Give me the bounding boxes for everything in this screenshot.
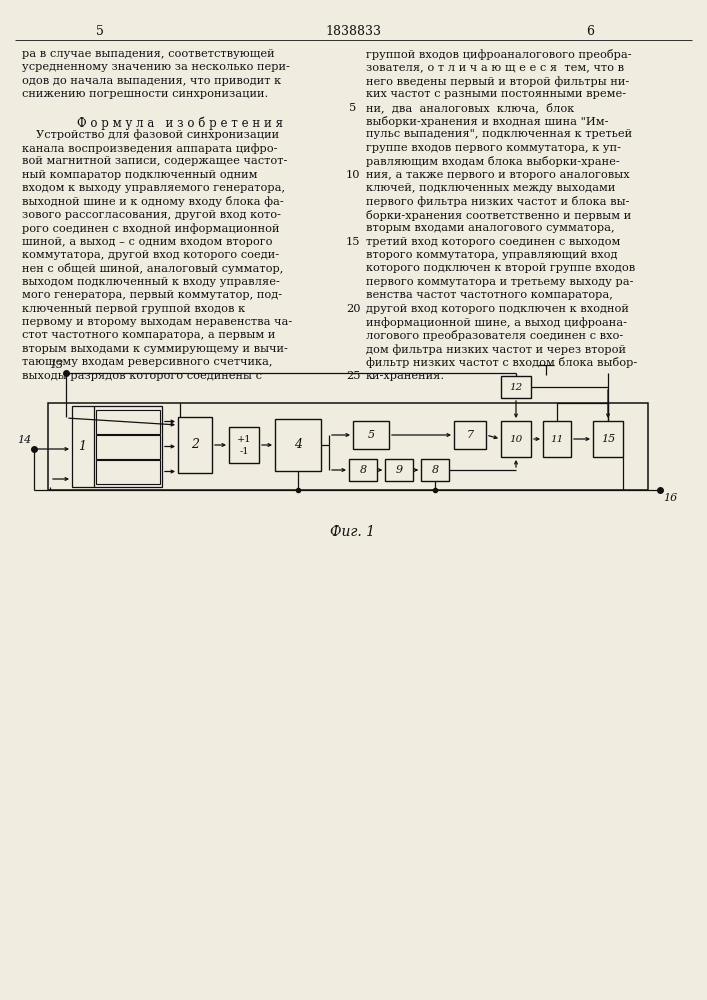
Text: первого коммутатора и третьему выходу ра-: первого коммутатора и третьему выходу ра… [366, 277, 633, 287]
Text: ключенный первой группой входов к: ключенный первой группой входов к [22, 304, 245, 314]
Text: +1: +1 [237, 436, 251, 444]
Bar [501, 376, 531, 398]
Text: 1838833: 1838833 [325, 25, 381, 38]
Text: венства частот частотного компаратора,: венства частот частотного компаратора, [366, 290, 613, 300]
Text: группой входов цифроаналогового преобра-: группой входов цифроаналогового преобра- [366, 49, 631, 60]
Text: ки-хранения.: ки-хранения. [366, 371, 445, 381]
Text: информационной шине, а выход цифроана-: информационной шине, а выход цифроана- [366, 317, 627, 328]
Bar [96, 460, 160, 484]
Text: входом к выходу управляемого генератора,: входом к выходу управляемого генератора, [22, 183, 285, 193]
Text: 10: 10 [509, 434, 522, 444]
Text: зователя, о т л и ч а ю щ е е с я  тем, что в: зователя, о т л и ч а ю щ е е с я тем, ч… [366, 62, 624, 72]
Text: 14: 14 [17, 435, 31, 445]
Text: ния, а также первого и второго аналоговых: ния, а также первого и второго аналоговы… [366, 170, 630, 180]
Text: 16: 16 [663, 493, 677, 503]
Bar [454, 421, 486, 449]
Text: 8: 8 [359, 465, 366, 475]
Text: 11: 11 [550, 434, 563, 444]
Text: вторым выходами к суммирующему и вычи-: вторым выходами к суммирующему и вычи- [22, 344, 288, 354]
Text: другой вход которого подключен к входной: другой вход которого подключен к входной [366, 304, 629, 314]
Text: 5: 5 [349, 103, 356, 113]
Text: мого генератора, первый коммутатор, под-: мого генератора, первый коммутатор, под- [22, 290, 282, 300]
Text: Фиг. 1: Фиг. 1 [330, 525, 375, 539]
Bar [178, 417, 212, 473]
Text: 12: 12 [509, 382, 522, 391]
Bar [48, 403, 648, 490]
Text: ни,  два  аналоговых  ключа,  блок: ни, два аналоговых ключа, блок [366, 103, 574, 113]
Text: которого подключен к второй группе входов: которого подключен к второй группе входо… [366, 263, 636, 273]
Text: 8: 8 [431, 465, 438, 475]
Text: ких частот с разными постоянными време-: ких частот с разными постоянными време- [366, 89, 626, 99]
Text: -1: -1 [239, 446, 249, 456]
Bar [275, 419, 321, 471]
Text: 15: 15 [346, 237, 361, 247]
Text: дом фильтра низких частот и через второй: дом фильтра низких частот и через второй [366, 344, 626, 355]
Text: зового рассогласования, другой вход кото-: зового рассогласования, другой вход кото… [22, 210, 281, 220]
Bar [229, 427, 259, 463]
Text: второго коммутатора, управляющий вход: второго коммутатора, управляющий вход [366, 250, 617, 260]
Text: 5: 5 [96, 25, 104, 38]
Text: 7: 7 [467, 430, 474, 440]
Text: Устройство для фазовой синхронизации: Устройство для фазовой синхронизации [36, 129, 279, 140]
Text: стот частотного компаратора, а первым и: стот частотного компаратора, а первым и [22, 330, 275, 340]
Text: 4: 4 [294, 438, 302, 452]
Text: Ф о р м у л а   и з о б р е т е н и я: Ф о р м у л а и з о б р е т е н и я [77, 116, 283, 129]
Text: первому и второму выходам неравенства ча-: первому и второму выходам неравенства ча… [22, 317, 292, 327]
Text: одов до начала выпадения, что приводит к: одов до начала выпадения, что приводит к [22, 76, 281, 86]
Text: логового преобразователя соединен с вхо-: логового преобразователя соединен с вхо- [366, 330, 624, 341]
Bar [421, 459, 449, 481]
Text: выходной шине и к одному входу блока фа-: выходной шине и к одному входу блока фа- [22, 196, 284, 207]
Text: ключей, подключенных между выходами: ключей, подключенных между выходами [366, 183, 615, 193]
Text: равляющим входам блока выборки-хране-: равляющим входам блока выборки-хране- [366, 156, 620, 167]
Text: третий вход которого соединен с выходом: третий вход которого соединен с выходом [366, 237, 620, 247]
Text: нен с общей шиной, аналоговый сумматор,: нен с общей шиной, аналоговый сумматор, [22, 263, 284, 274]
Text: выходы разрядов которого соединены с: выходы разрядов которого соединены с [22, 371, 262, 381]
Text: группе входов первого коммутатора, к уп-: группе входов первого коммутатора, к уп- [366, 143, 621, 153]
Text: 10: 10 [346, 170, 361, 180]
Text: 20: 20 [346, 304, 361, 314]
Text: 2: 2 [191, 438, 199, 452]
Bar [501, 421, 531, 457]
Bar [593, 421, 623, 457]
Text: него введены первый и второй фильтры ни-: него введены первый и второй фильтры ни- [366, 76, 629, 87]
Text: выборки-хранения и входная шина "Им-: выборки-хранения и входная шина "Им- [366, 116, 609, 127]
Text: снижению погрешности синхронизации.: снижению погрешности синхронизации. [22, 89, 268, 99]
Text: тающему входам реверсивного счетчика,: тающему входам реверсивного счетчика, [22, 357, 272, 367]
Text: шиной, а выход – с одним входом второго: шиной, а выход – с одним входом второго [22, 237, 272, 247]
Text: 6: 6 [586, 25, 594, 38]
Text: фильтр низких частот с входом блока выбор-: фильтр низких частот с входом блока выбо… [366, 357, 637, 368]
Text: рого соединен с входной информационной: рого соединен с входной информационной [22, 223, 279, 234]
Text: 9: 9 [395, 465, 402, 475]
Bar [72, 406, 162, 487]
Text: канала воспроизведения аппарата цифро-: канала воспроизведения аппарата цифро- [22, 143, 278, 154]
Text: 5: 5 [368, 430, 375, 440]
Bar [543, 421, 571, 457]
Text: 25: 25 [346, 371, 361, 381]
Text: вторым входами аналогового сумматора,: вторым входами аналогового сумматора, [366, 223, 614, 233]
Text: первого фильтра низких частот и блока вы-: первого фильтра низких частот и блока вы… [366, 196, 629, 207]
Text: вой магнитной записи, содержащее частот-: вой магнитной записи, содержащее частот- [22, 156, 287, 166]
Bar [96, 435, 160, 459]
Text: ра в случае выпадения, соответствующей: ра в случае выпадения, соответствующей [22, 49, 274, 59]
Text: усредненному значению за несколько пери-: усредненному значению за несколько пери- [22, 62, 290, 72]
Text: выходом подключенный к входу управляе-: выходом подключенный к входу управляе- [22, 277, 280, 287]
Text: борки-хранения соответственно и первым и: борки-хранения соответственно и первым и [366, 210, 631, 221]
Bar [353, 421, 389, 449]
Bar [96, 410, 160, 434]
Text: 15: 15 [601, 434, 615, 444]
Text: 13: 13 [49, 360, 63, 370]
Text: 1: 1 [78, 440, 86, 453]
Bar [349, 459, 377, 481]
Bar [385, 459, 413, 481]
Text: коммутатора, другой вход которого соеди-: коммутатора, другой вход которого соеди- [22, 250, 279, 260]
Text: ный компаратор подключенный одним: ный компаратор подключенный одним [22, 170, 257, 180]
Text: пульс выпадения", подключенная к третьей: пульс выпадения", подключенная к третьей [366, 129, 632, 139]
